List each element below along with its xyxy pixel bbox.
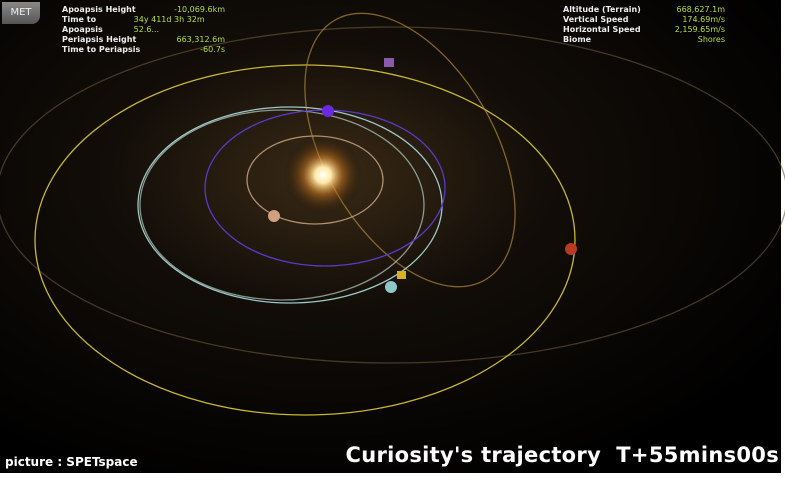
value: -60.7s [200, 45, 225, 54]
label: Time to Periapsis [62, 45, 141, 54]
info-row: Time to Apoapsis 34y 411d 3h 32m 52.6... [62, 15, 225, 35]
caption: Curiosity's trajectory T+55mins00s [345, 443, 779, 467]
value: 663,312.6m [176, 35, 225, 44]
label: Altitude (Terrain) [563, 5, 641, 14]
value: Shores [697, 35, 725, 44]
outer-orbit [0, 26, 785, 364]
planet[interactable] [565, 243, 577, 255]
mars-orbit [34, 64, 576, 416]
orbit-panel: Apoapsis Height -10,069.6km Time to Apoap… [62, 5, 225, 55]
info-row: Horizontal Speed 2,159.65m/s [563, 25, 725, 35]
planet[interactable] [322, 105, 334, 117]
value: 668,627.1m [676, 5, 725, 14]
sun [283, 135, 363, 215]
info-row: Vertical Speed 174.69m/s [563, 15, 725, 25]
label: Time to Apoapsis [62, 15, 103, 34]
craft-orbit [139, 109, 425, 301]
planet[interactable] [268, 210, 280, 222]
info-row: Periapsis Height 663,312.6m [62, 35, 225, 45]
value: 34y 411d 3h 32m 52.6... [133, 15, 205, 34]
planet[interactable] [385, 281, 397, 293]
value: 2,159.65m/s [674, 25, 725, 34]
marker[interactable] [397, 271, 406, 279]
value: 174.69m/s [682, 15, 725, 24]
label: Vertical Speed [563, 15, 629, 24]
label: Apoapsis Height [62, 5, 136, 14]
info-row: Altitude (Terrain) 668,627.1m [563, 5, 725, 15]
value: -10,069.6km [174, 5, 225, 14]
label: Periapsis Height [62, 35, 137, 44]
caption-time: T+55mins00s [616, 443, 779, 467]
info-row: Biome Shores [563, 35, 725, 45]
met-button[interactable]: MET [2, 2, 40, 24]
surface-panel: Altitude (Terrain) 668,627.1m Vertical Sp… [563, 5, 725, 45]
label: Horizontal Speed [563, 25, 641, 34]
label: Biome [563, 35, 592, 44]
info-row: Apoapsis Height -10,069.6km [62, 5, 225, 15]
marker[interactable] [384, 58, 394, 67]
info-row: Time to Periapsis -60.7s [62, 45, 225, 55]
caption-title: Curiosity's trajectory [345, 443, 602, 467]
credit: picture : SPETspace [5, 455, 138, 469]
